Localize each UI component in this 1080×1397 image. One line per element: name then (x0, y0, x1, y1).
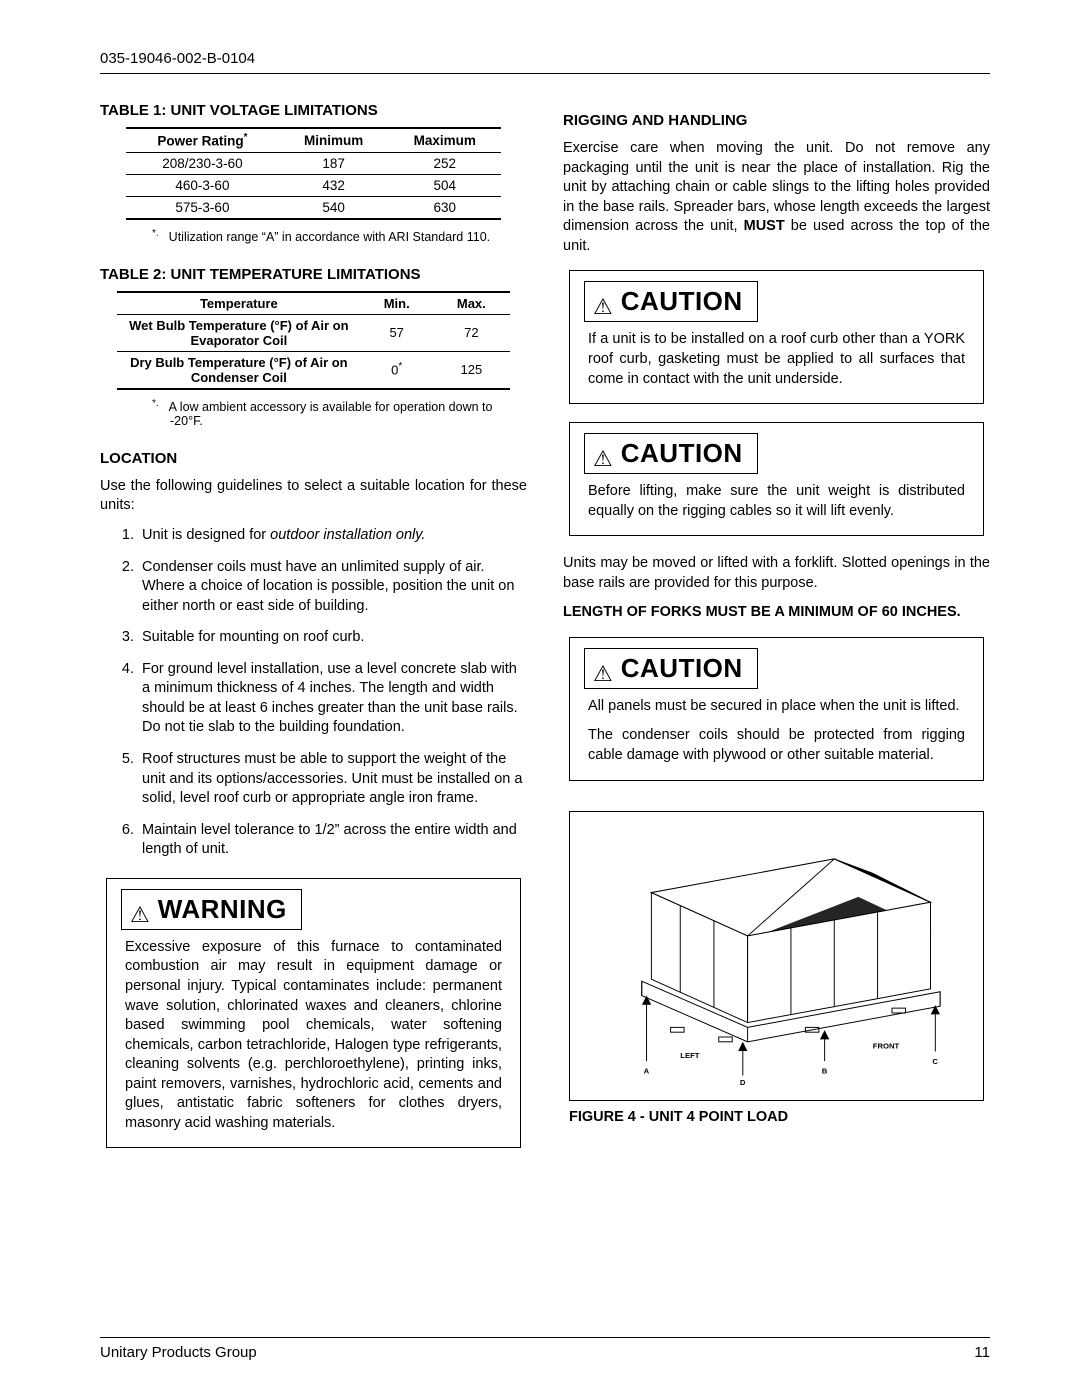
caution-label: CAUTION (621, 438, 743, 469)
document-id: 035-19046-002-B-0104 (100, 50, 990, 67)
table-row: 208/230-3-60187252 (126, 152, 502, 174)
header-rule (100, 73, 990, 74)
footer-left: Unitary Products Group (100, 1344, 257, 1361)
fig-label-d: D (740, 1078, 746, 1087)
col-header: Min. (361, 292, 433, 315)
unit-diagram: FRONT LEFT A B C D (584, 826, 969, 1094)
page-number: 11 (974, 1344, 990, 1361)
figure4-caption: FIGURE 4 - UNIT 4 POINT LOAD (569, 1109, 990, 1125)
table-row: Dry Bulb Temperature (°F) of Air on Cond… (117, 351, 510, 389)
forks-note: LENGTH OF FORKS MUST BE A MINIMUM OF 60 … (563, 603, 990, 623)
list-item: Condenser coils must have an unlimited s… (138, 558, 527, 617)
list-item: Roof structures must be able to support … (138, 750, 527, 809)
col-header: Minimum (279, 128, 388, 152)
caution1-text: If a unit is to be installed on a roof c… (570, 330, 983, 403)
list-item: Unit is designed for outdoor installatio… (138, 526, 527, 546)
table2-footnote: *.A low ambient accessory is available f… (152, 398, 527, 428)
forklift-para: Units may be moved or lifted with a fork… (563, 554, 990, 593)
caution3-text: All panels must be secured in place when… (570, 697, 983, 780)
fig-label-c: C (932, 1057, 938, 1066)
caution2-text: Before lifting, make sure the unit weigh… (570, 482, 983, 535)
col-header: Maximum (388, 128, 501, 152)
figure4-box: FRONT LEFT A B C D (569, 811, 984, 1101)
location-list: Unit is designed for outdoor installatio… (100, 526, 527, 860)
caution-icon: ⚠ (593, 448, 613, 470)
rigging-para: Exercise care when moving the unit. Do n… (563, 139, 990, 256)
col-header: Power Rating* (126, 128, 280, 152)
page-footer: Unitary Products Group 11 (100, 1337, 990, 1361)
table1-title: TABLE 1: UNIT VOLTAGE LIMITATIONS (100, 102, 527, 119)
warning-label: WARNING (158, 894, 287, 925)
warning-text: Excessive exposure of this furnace to co… (107, 938, 520, 1148)
list-item: Suitable for mounting on roof curb. (138, 628, 527, 648)
list-item: For ground level installation, use a lev… (138, 660, 527, 738)
warning-header: ⚠ WARNING (121, 889, 302, 930)
col-header: Temperature (117, 292, 361, 315)
table-row: 460-3-60432504 (126, 174, 502, 196)
warning-box: ⚠ WARNING Excessive exposure of this fur… (106, 878, 521, 1149)
location-heading: LOCATION (100, 450, 527, 467)
fig-label-left: LEFT (680, 1051, 700, 1060)
table2-title: TABLE 2: UNIT TEMPERATURE LIMITATIONS (100, 266, 527, 283)
caution3-box: ⚠ CAUTION All panels must be secured in … (569, 637, 984, 781)
caution-icon: ⚠ (593, 663, 613, 685)
fig-label-front: FRONT (873, 1041, 900, 1050)
caution1-box: ⚠ CAUTION If a unit is to be installed o… (569, 270, 984, 404)
right-column: RIGGING AND HANDLING Exercise care when … (563, 102, 990, 1166)
caution-header: ⚠ CAUTION (584, 281, 758, 322)
table-row: Temperature Min. Max. (117, 292, 510, 315)
table-row: 575-3-60540630 (126, 196, 502, 219)
fig-label-a: A (644, 1066, 650, 1075)
list-item: Maintain level tolerance to 1/2” across … (138, 821, 527, 860)
caution-header: ⚠ CAUTION (584, 648, 758, 689)
table1: Power Rating* Minimum Maximum 208/230-3-… (126, 127, 502, 220)
caution2-box: ⚠ CAUTION Before lifting, make sure the … (569, 422, 984, 536)
table2: Temperature Min. Max. Wet Bulb Temperatu… (117, 291, 510, 390)
table-row: Power Rating* Minimum Maximum (126, 128, 502, 152)
footer-rule (100, 1337, 990, 1338)
location-intro: Use the following guidelines to select a… (100, 477, 527, 516)
caution-label: CAUTION (621, 286, 743, 317)
fig-label-b: B (822, 1066, 828, 1075)
caution-header: ⚠ CAUTION (584, 433, 758, 474)
caution-icon: ⚠ (593, 296, 613, 318)
rigging-heading: RIGGING AND HANDLING (563, 112, 990, 129)
left-column: TABLE 1: UNIT VOLTAGE LIMITATIONS Power … (100, 102, 527, 1166)
table-row: Wet Bulb Temperature (°F) of Air on Evap… (117, 314, 510, 351)
col-header: Max. (433, 292, 510, 315)
caution-label: CAUTION (621, 653, 743, 684)
warning-icon: ⚠ (130, 904, 150, 926)
table1-footnote: *.Utilization range “A” in accordance wi… (152, 228, 527, 244)
